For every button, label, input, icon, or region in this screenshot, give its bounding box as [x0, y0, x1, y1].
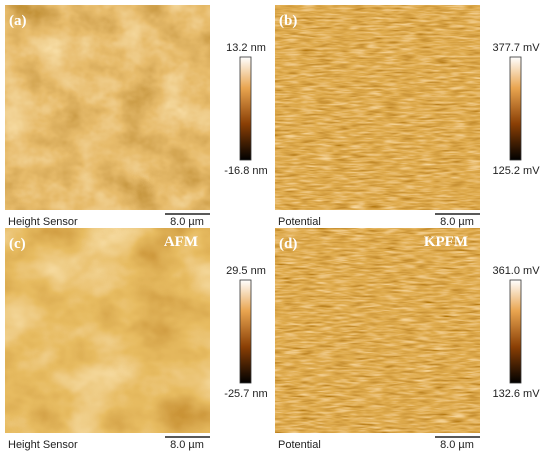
- panel-label: (c): [9, 236, 26, 252]
- panel-label: (b): [279, 13, 297, 29]
- method-tag: AFM: [164, 234, 198, 250]
- scan-image: [5, 5, 210, 210]
- colorbar: [239, 279, 252, 384]
- colorbar-min: -25.7 nm: [224, 388, 267, 400]
- scale-label: 8.0 µm: [440, 216, 474, 228]
- colorbar-min: 125.2 mV: [492, 165, 540, 177]
- caption: Height Sensor: [8, 439, 78, 451]
- colorbar-max: 29.5 nm: [226, 265, 266, 277]
- colorbar-max: 377.7 mV: [492, 42, 540, 54]
- caption: Height Sensor: [8, 216, 78, 228]
- scan-image: [275, 228, 480, 433]
- panel-label: (a): [9, 13, 27, 29]
- scan-image: [275, 5, 480, 210]
- colorbar: [509, 279, 522, 384]
- method-tag: KPFM: [424, 234, 468, 250]
- scale-label: 8.0 µm: [440, 439, 474, 451]
- colorbar: [509, 56, 522, 161]
- colorbar-min: 132.6 mV: [492, 388, 540, 400]
- colorbar-min: -16.8 nm: [224, 165, 267, 177]
- colorbar-max: 361.0 mV: [492, 265, 540, 277]
- caption: Potential: [278, 439, 321, 451]
- colorbar-max: 13.2 nm: [226, 42, 266, 54]
- colorbar: [239, 56, 252, 161]
- scan-image: [5, 228, 210, 433]
- scale-label: 8.0 µm: [170, 216, 204, 228]
- caption: Potential: [278, 216, 321, 228]
- scale-label: 8.0 µm: [170, 439, 204, 451]
- panel-label: (d): [279, 236, 297, 252]
